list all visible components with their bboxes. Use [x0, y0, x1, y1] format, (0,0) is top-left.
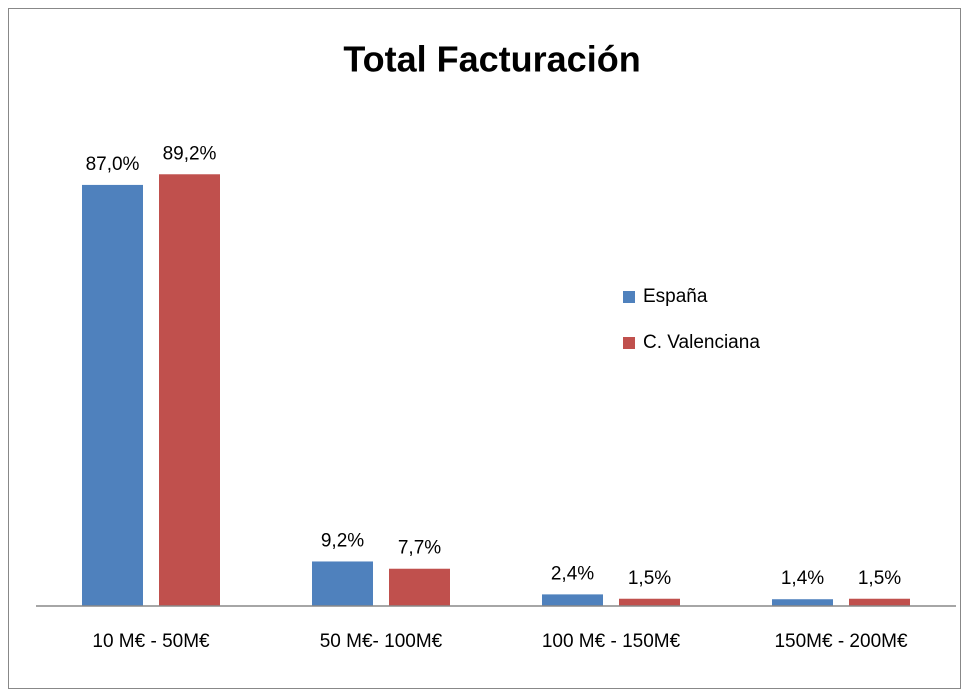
bar	[542, 594, 603, 606]
bar	[772, 599, 833, 606]
x-tick-label: 150M€ - 200M€	[774, 631, 908, 652]
value-label: 2,4%	[551, 563, 594, 584]
value-label: 1,5%	[858, 568, 901, 589]
chart-title: Total Facturación	[343, 39, 640, 80]
x-tick-label: 50 M€- 100M€	[320, 631, 443, 652]
bar	[389, 568, 450, 606]
value-label: 1,5%	[628, 568, 671, 589]
legend-label: España	[643, 286, 708, 307]
legend-swatch	[623, 337, 635, 349]
bar	[159, 174, 220, 606]
bar	[82, 184, 143, 607]
bar	[849, 598, 910, 606]
value-label: 1,4%	[781, 568, 824, 589]
value-label: 89,2%	[163, 143, 217, 164]
x-tick-label: 100 M€ - 150M€	[542, 631, 681, 652]
value-label: 7,7%	[398, 538, 441, 559]
bar	[619, 598, 680, 606]
legend-label: C. Valenciana	[643, 332, 760, 353]
value-label: 87,0%	[86, 154, 140, 175]
legend-swatch	[623, 291, 635, 303]
bar	[312, 561, 373, 606]
value-label: 9,2%	[321, 530, 364, 551]
x-tick-label: 10 M€ - 50M€	[92, 631, 210, 652]
